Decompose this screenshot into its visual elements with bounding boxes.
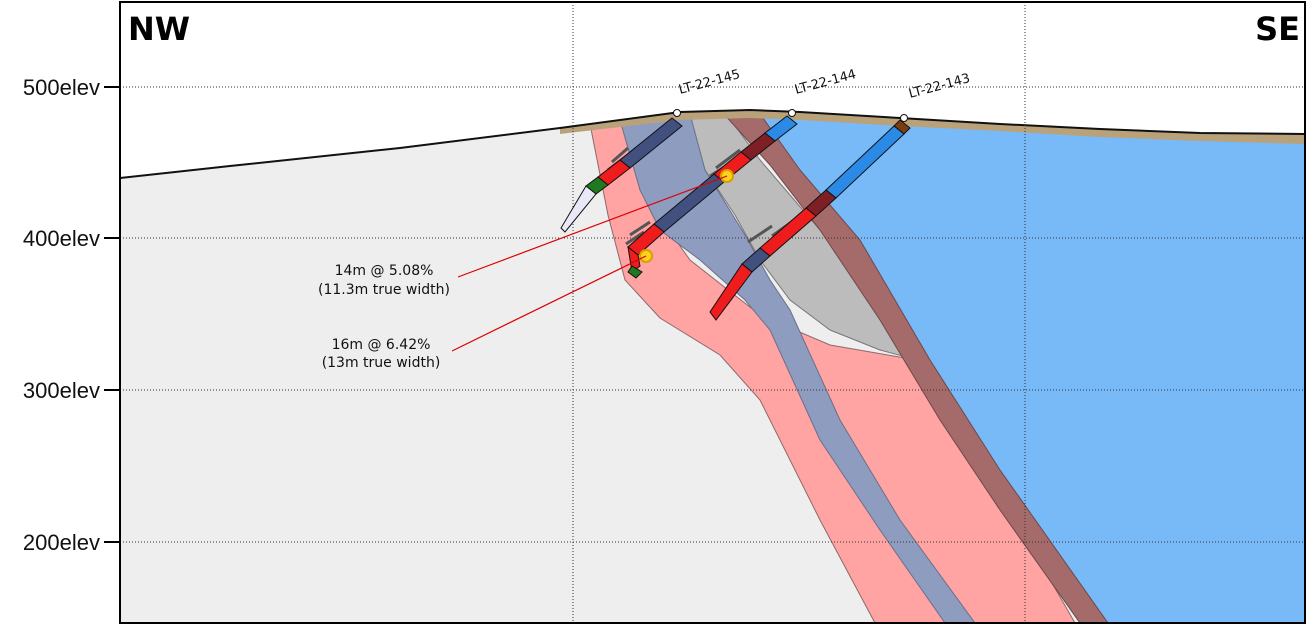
elev-label-500: 500elev xyxy=(23,75,100,100)
core-segment xyxy=(627,265,643,279)
elevation-axis: 500elev 400elev 300elev 200elev xyxy=(23,75,120,555)
drillhole-LT-22-145[interactable] xyxy=(560,109,683,233)
grid xyxy=(120,2,1305,623)
elev-label-400: 400elev xyxy=(23,226,100,251)
collar-marker xyxy=(673,109,681,117)
callout-grade: 16m @ 6.42% xyxy=(332,337,431,353)
drillhole-LT-22-144[interactable] xyxy=(627,109,798,279)
elev-label-300: 300elev xyxy=(23,378,100,403)
topography-line xyxy=(120,108,1305,179)
elev-label-200: 200elev xyxy=(23,530,100,555)
collar-marker xyxy=(788,109,796,117)
blue-grey-dyke xyxy=(619,113,976,623)
section-frame xyxy=(119,1,1306,624)
callout-lines xyxy=(451,175,728,352)
direction-right: SE xyxy=(1255,10,1300,48)
grey-unit xyxy=(689,111,912,359)
core-segment xyxy=(560,185,597,233)
callout-grade: 14m @ 5.08% xyxy=(335,263,434,279)
callout-width: (13m true width) xyxy=(322,355,441,371)
collar-marker xyxy=(900,114,908,122)
overburden xyxy=(560,110,1305,144)
callout-width: (11.3m true width) xyxy=(318,282,450,298)
drillhole-LT-22-143[interactable] xyxy=(709,114,911,321)
intercept-callout-2: 16m @ 6.42% (13m true width) xyxy=(322,337,441,371)
core-segment xyxy=(709,263,753,321)
intercept-callout-1: 14m @ 5.08% (11.3m true width) xyxy=(318,263,450,298)
blue-unit xyxy=(758,112,1305,623)
geology-panel xyxy=(120,2,1305,623)
direction-left: NW xyxy=(128,10,190,48)
maroon-unit xyxy=(720,110,1109,623)
